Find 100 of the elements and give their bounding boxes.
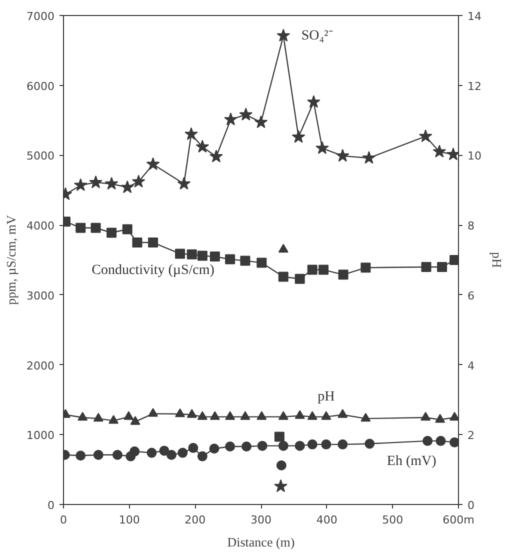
point bbox=[274, 479, 288, 492]
point bbox=[209, 444, 220, 454]
point bbox=[159, 446, 170, 456]
point bbox=[93, 450, 104, 460]
point bbox=[421, 262, 432, 272]
point bbox=[294, 440, 305, 451]
point bbox=[254, 115, 268, 128]
y-tick-label: 2000 bbox=[26, 359, 55, 372]
point bbox=[360, 412, 371, 422]
point bbox=[93, 412, 104, 422]
point bbox=[257, 440, 268, 451]
y2-tick-label: 4 bbox=[468, 359, 474, 372]
point bbox=[178, 448, 188, 458]
point bbox=[197, 451, 208, 462]
point bbox=[294, 274, 305, 284]
point bbox=[294, 410, 305, 419]
series-label: SO₄²⁻ bbox=[301, 28, 334, 44]
point bbox=[450, 412, 458, 421]
point bbox=[186, 249, 197, 260]
point bbox=[112, 450, 122, 460]
point bbox=[130, 446, 140, 456]
point bbox=[148, 238, 158, 248]
point bbox=[106, 228, 117, 238]
point bbox=[225, 254, 236, 264]
point bbox=[124, 411, 134, 420]
point bbox=[225, 442, 236, 452]
point bbox=[74, 178, 88, 192]
point bbox=[362, 151, 376, 164]
point bbox=[210, 411, 220, 420]
point bbox=[420, 412, 431, 421]
y-tick-label: 3000 bbox=[26, 289, 55, 302]
point bbox=[316, 141, 329, 154]
series-label: Conductivity (µS/cm) bbox=[92, 263, 215, 278]
point bbox=[274, 432, 284, 442]
point bbox=[336, 148, 350, 162]
point bbox=[239, 108, 253, 120]
point bbox=[132, 174, 146, 188]
point bbox=[422, 436, 433, 446]
x-tick-label: 600m bbox=[442, 514, 474, 526]
point bbox=[90, 222, 101, 233]
point bbox=[278, 272, 288, 282]
series-label: Eh (mV) bbox=[386, 454, 437, 470]
point bbox=[306, 95, 320, 108]
point bbox=[132, 238, 142, 248]
point bbox=[76, 450, 86, 461]
y-tick-label: 1000 bbox=[26, 429, 55, 442]
point bbox=[278, 411, 288, 420]
point bbox=[321, 439, 332, 450]
point bbox=[76, 222, 86, 233]
point bbox=[120, 180, 134, 194]
point bbox=[197, 250, 208, 261]
y2-axis-title: pH bbox=[489, 252, 504, 268]
point bbox=[435, 414, 446, 423]
x-tick-label: 100 bbox=[118, 514, 140, 526]
point bbox=[450, 255, 458, 265]
point bbox=[276, 28, 290, 42]
x-tick-label: 200 bbox=[184, 514, 206, 526]
point bbox=[364, 438, 375, 449]
point bbox=[196, 140, 210, 153]
point bbox=[278, 244, 288, 253]
point bbox=[256, 258, 267, 268]
point bbox=[437, 262, 448, 272]
y2-tick-label: 12 bbox=[468, 80, 482, 93]
point bbox=[108, 414, 119, 424]
point bbox=[210, 150, 223, 162]
y-tick-label: 4000 bbox=[26, 220, 55, 233]
point bbox=[278, 440, 288, 451]
point bbox=[240, 411, 250, 420]
point bbox=[436, 436, 446, 446]
x-tick-label: 400 bbox=[316, 514, 338, 526]
y-tick-label: 5000 bbox=[26, 150, 55, 163]
point bbox=[224, 112, 238, 126]
point bbox=[186, 409, 197, 418]
y2-tick-label: 14 bbox=[468, 10, 482, 23]
point bbox=[240, 256, 250, 266]
point bbox=[130, 416, 140, 425]
point bbox=[210, 252, 220, 262]
y2-tick-label: 6 bbox=[468, 289, 474, 302]
point bbox=[175, 248, 186, 259]
point bbox=[122, 224, 132, 234]
point bbox=[104, 176, 118, 190]
point bbox=[432, 144, 446, 158]
point bbox=[292, 130, 306, 143]
y2-tick-label: 2 bbox=[468, 429, 474, 442]
point bbox=[276, 460, 286, 470]
point bbox=[450, 437, 458, 448]
y-tick-label: 6000 bbox=[26, 80, 55, 93]
point bbox=[256, 411, 267, 420]
point bbox=[146, 157, 160, 170]
point bbox=[338, 270, 348, 280]
point bbox=[242, 442, 252, 452]
point bbox=[418, 129, 432, 142]
point bbox=[78, 412, 88, 421]
x-tick-label: 0 bbox=[60, 514, 67, 526]
x-tick-label: 500 bbox=[382, 514, 404, 526]
x-tick-label: 300 bbox=[250, 514, 272, 526]
point bbox=[188, 442, 198, 453]
point bbox=[307, 264, 318, 275]
point bbox=[197, 411, 208, 420]
x-axis-title: Distance (m) bbox=[227, 534, 295, 550]
